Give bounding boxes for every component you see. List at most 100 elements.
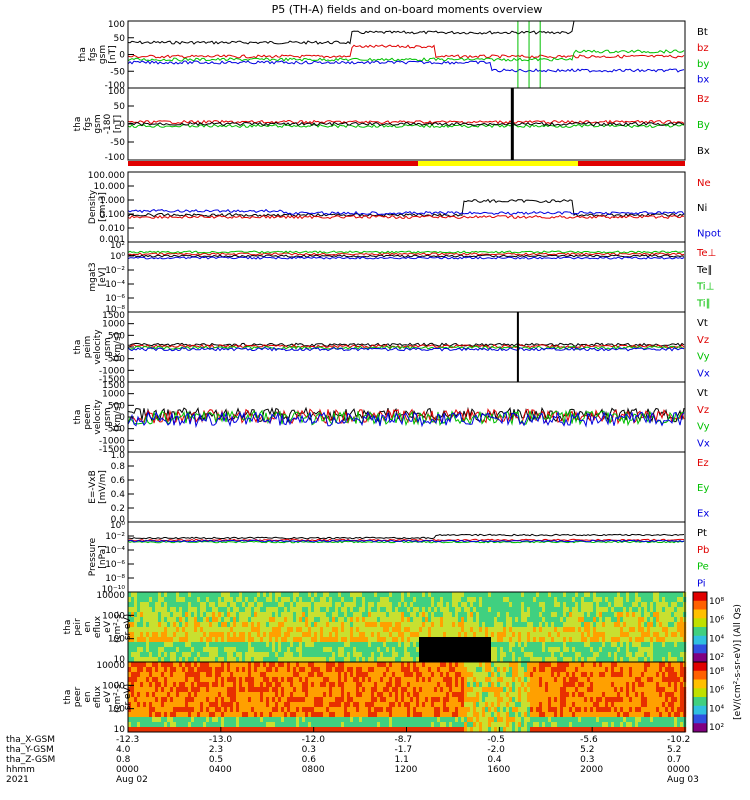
spectrogram-cell [257, 657, 261, 663]
spectrogram-cell [299, 712, 303, 718]
spectrogram-cell [626, 642, 630, 648]
spectrogram-cell [206, 687, 210, 693]
spectrogram-cell [656, 602, 660, 608]
spectrogram-cell [560, 712, 564, 718]
spectrogram-cell [257, 632, 261, 638]
spectrogram-cell [308, 702, 312, 708]
spectrogram-cell [167, 682, 171, 688]
spectrogram-cell [485, 627, 489, 633]
y-tick-label: 0 [119, 343, 125, 353]
spectrogram-cell [446, 612, 450, 618]
spectrogram-cell [308, 712, 312, 718]
spectrogram-cell [647, 617, 651, 623]
spectrogram-cell [446, 722, 450, 728]
spectrogram-cell [596, 632, 600, 638]
legend-label: Ex [697, 508, 709, 519]
spectrogram-cell [506, 677, 510, 683]
spectrogram-cell [599, 642, 603, 648]
y-axis-label-line: [nT] [113, 115, 123, 133]
spectrogram-cell [488, 612, 492, 618]
spectrogram-cell [431, 612, 435, 618]
spectrogram-cell [512, 722, 516, 728]
spectrogram-cell [410, 642, 414, 648]
spectrogram-cell [152, 667, 156, 673]
spectrogram-cell [380, 627, 384, 633]
spectrogram-cell [296, 712, 300, 718]
spectrogram-cell [260, 712, 264, 718]
spectrogram-cell [545, 712, 549, 718]
spectrogram-cell [188, 652, 192, 658]
spectrogram-cell [440, 712, 444, 718]
spectrogram-cell [365, 607, 369, 613]
spectrogram-cell [530, 712, 534, 718]
spectrogram-cell [548, 602, 552, 608]
spectrogram-cell [506, 632, 510, 638]
spectrogram-cell [173, 692, 177, 698]
spectrogram-cell [521, 612, 525, 618]
spectrogram-cell [251, 652, 255, 658]
spectrogram-cell [209, 642, 213, 648]
spectrogram-cell [143, 707, 147, 713]
spectrogram-cell [503, 712, 507, 718]
spectrogram-cell [620, 632, 624, 638]
spectrogram-cell [437, 607, 441, 613]
spectrogram-cell [173, 727, 177, 733]
spectrogram-cell [560, 602, 564, 608]
spectrogram-cell [140, 692, 144, 698]
spectrogram-cell [296, 667, 300, 673]
spectrogram-cell [263, 612, 267, 618]
spectrogram-cell [395, 717, 399, 723]
spectrogram-cell [575, 677, 579, 683]
spectrogram-cell [473, 622, 477, 628]
spectrogram-cell [242, 632, 246, 638]
spectrogram-cell [416, 622, 420, 628]
spectrogram-cell [551, 697, 555, 703]
spectrogram-cell [140, 617, 144, 623]
spectrogram-cell [551, 657, 555, 663]
spectrogram-cell [413, 607, 417, 613]
spectrogram-cell [131, 727, 135, 733]
spectrogram-cell [404, 717, 408, 723]
spectrogram-cell [191, 727, 195, 733]
spectrogram-cell [317, 647, 321, 653]
spectrogram-cell [446, 627, 450, 633]
spectrogram-cell [440, 602, 444, 608]
spectrogram-cell [392, 667, 396, 673]
spectrogram-cell [344, 672, 348, 678]
spectrogram-cell [173, 592, 177, 598]
spectrogram-cell [482, 652, 486, 658]
spectrogram-cell [389, 697, 393, 703]
spectrogram-cell [146, 632, 150, 638]
spectrogram-cell [185, 627, 189, 633]
spectrogram-cell [362, 717, 366, 723]
spectrogram-cell [557, 712, 561, 718]
spectrogram-cell [599, 622, 603, 628]
spectrogram-cell [404, 647, 408, 653]
spectrogram-cell [266, 672, 270, 678]
spectrogram-cell [404, 692, 408, 698]
spectrogram-cell [356, 622, 360, 628]
spectrogram-cell [254, 592, 258, 598]
spectrogram-cell [521, 682, 525, 688]
spectrogram-cell [392, 617, 396, 623]
spectrogram-cell [143, 687, 147, 693]
spectrogram-cell [140, 602, 144, 608]
spectrogram-cell [305, 682, 309, 688]
spectrogram-cell [560, 707, 564, 713]
spectrogram-cell [137, 662, 141, 668]
spectrogram-cell [293, 657, 297, 663]
spectrogram-cell [197, 617, 201, 623]
spectrogram-cell [155, 597, 159, 603]
spectrogram-cell [404, 652, 408, 658]
spectrogram-cell [173, 597, 177, 603]
spectrogram-cell [257, 697, 261, 703]
spectrogram-cell [572, 612, 576, 618]
spectrogram-cell [299, 637, 303, 643]
spectrogram-cell [563, 607, 567, 613]
spectrogram-cell [248, 717, 252, 723]
spectrogram-cell [368, 667, 372, 673]
spectrogram-cell [506, 597, 510, 603]
spectrogram-cell [209, 617, 213, 623]
spectrogram-cell [497, 707, 501, 713]
spectrogram-cell [143, 717, 147, 723]
